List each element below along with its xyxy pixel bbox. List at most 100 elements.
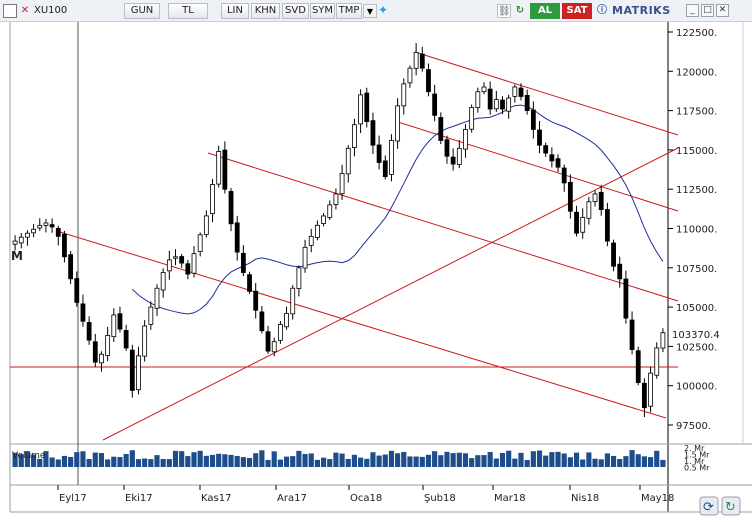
refresh-icon[interactable]: ↻ — [515, 5, 525, 16]
volume-bar — [68, 456, 74, 467]
volume-bar — [123, 453, 129, 467]
symbol-field[interactable]: XU100 — [34, 5, 68, 16]
volume-bar — [407, 456, 413, 467]
twitter-bird-icon[interactable]: ✦ — [377, 3, 389, 17]
volume-bar — [61, 455, 68, 467]
volume-bar — [635, 454, 641, 467]
candle-body — [586, 201, 592, 219]
candle-body — [62, 233, 67, 258]
chart-area[interactable]: M 122500. 120000. 117500. 115000. 112500. 110… — [0, 22, 752, 522]
candle-body — [166, 259, 172, 272]
volume-bar — [469, 458, 475, 467]
candle-body — [382, 160, 388, 178]
close-icon[interactable]: ✕ — [716, 4, 729, 17]
template-button[interactable]: TMP — [336, 3, 362, 19]
volume-bar — [18, 454, 24, 467]
svd-button[interactable]: SVD — [282, 3, 309, 19]
volume-bar — [555, 451, 561, 467]
volume-bar — [327, 459, 333, 467]
rising-trend-line — [102, 147, 679, 441]
volume-bar — [388, 450, 395, 467]
candle-body — [37, 224, 43, 229]
candle-body — [500, 99, 505, 110]
volume-bar — [462, 453, 469, 467]
candle-body — [111, 314, 117, 338]
x-tick-label: Nis18 — [571, 493, 599, 504]
volume-bar — [92, 452, 98, 467]
y-tick-label: 110000. — [676, 225, 717, 236]
candle-body — [117, 313, 123, 330]
candle-body — [259, 311, 265, 332]
volume-label: Volume — [12, 451, 46, 461]
sym-button[interactable]: SYM — [310, 3, 335, 19]
volume-bar — [283, 456, 290, 467]
volume-bar — [586, 452, 592, 467]
candle-body — [240, 252, 246, 273]
volume-tick-label: 1. Mr — [684, 457, 705, 466]
x-tick-label: Eki17 — [125, 493, 153, 504]
volume-bar — [228, 454, 234, 467]
candle-body — [173, 256, 178, 259]
y-tick-label: 115000. — [676, 146, 717, 157]
candle-body — [222, 149, 228, 190]
x-tick-label: Mar18 — [494, 493, 526, 504]
candle-body — [456, 147, 462, 165]
khn-button[interactable]: KHN — [251, 3, 280, 19]
candle-body — [364, 92, 370, 123]
volume-bar — [382, 454, 388, 467]
candle-body — [80, 303, 86, 322]
moving-average-line — [131, 104, 664, 315]
scale-button[interactable]: LIN — [221, 3, 249, 19]
candle-body — [99, 353, 104, 364]
candle-body — [105, 334, 111, 356]
candle-body — [407, 67, 413, 84]
candle-body — [469, 107, 475, 130]
minimize-icon[interactable]: _ — [686, 4, 699, 17]
lower-channel-line — [207, 152, 679, 302]
candle-body — [284, 312, 289, 328]
volume-bar — [185, 456, 191, 467]
volume-bar — [160, 458, 166, 467]
maximize-icon[interactable]: □ — [701, 4, 714, 17]
candle-body — [561, 167, 567, 184]
volume-bar — [358, 457, 364, 467]
volume-bar — [456, 452, 462, 467]
candle-body — [481, 86, 487, 93]
close-x-icon[interactable]: ✕ — [20, 5, 30, 16]
sell-button[interactable]: SAT — [562, 3, 592, 19]
volume-bar — [512, 458, 518, 467]
volume-bar — [610, 455, 617, 467]
volume-bar — [598, 459, 604, 467]
candle-body — [592, 193, 598, 202]
candle-body — [302, 246, 308, 269]
square-icon[interactable] — [3, 4, 17, 18]
candle-body — [358, 94, 363, 125]
buy-button[interactable]: AL — [530, 3, 560, 19]
volume-bar — [117, 457, 123, 467]
volume-bar — [499, 452, 506, 467]
candle-body — [444, 139, 450, 157]
period-button[interactable]: GUN — [124, 3, 160, 19]
candle-body — [555, 158, 561, 168]
candle-body — [277, 323, 283, 341]
y-tick-label: 97500. — [676, 421, 711, 432]
volume-bar — [432, 451, 438, 467]
volume-bar — [573, 452, 580, 467]
candle-body — [438, 117, 444, 141]
volume-bar — [31, 454, 37, 467]
volume-bar — [142, 458, 148, 467]
chart-settings-icon[interactable]: ⟳ — [699, 496, 719, 516]
volume-bar — [438, 455, 444, 467]
chart-refresh-icon[interactable]: ↻ — [721, 496, 741, 516]
volume-bar — [314, 459, 320, 467]
volume-tick-label: 2. Mr — [684, 444, 705, 453]
currency-button[interactable]: TL — [168, 3, 208, 19]
volume-bar — [641, 456, 647, 467]
candle-body — [68, 254, 74, 280]
dropdown-arrow-icon[interactable]: ▼ — [363, 4, 377, 18]
volume-bar — [271, 451, 277, 467]
candle-body — [247, 274, 252, 292]
volume-bar — [24, 451, 31, 467]
info-icon[interactable]: ⓘ — [597, 5, 607, 16]
link-icon[interactable]: ⛓ — [497, 4, 511, 18]
